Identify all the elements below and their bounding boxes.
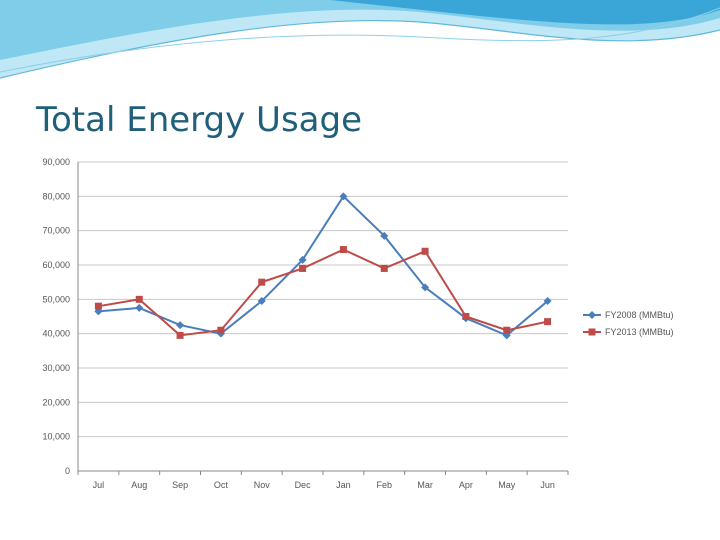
y-tick-label: 10,000 [42,432,70,442]
y-tick-label: 80,000 [42,191,70,201]
x-tick-label: Aug [131,480,147,490]
series-line [98,194,549,337]
legend-item: FY2013 (MMBtu) [583,327,674,337]
data-point [339,246,347,254]
data-point [258,278,266,286]
x-tick-label: Sep [172,480,188,490]
data-point [135,303,144,312]
data-point [543,297,552,306]
y-tick-label: 30,000 [42,363,70,373]
series-2 [94,246,552,339]
y-tick-label: 0 [65,466,70,476]
y-tick-label: 90,000 [42,157,70,167]
legend-label: FY2008 (MMBtu) [605,310,674,320]
series-line [98,248,548,337]
data-point [544,318,552,326]
data-point [503,326,511,334]
x-tick-label: Nov [254,480,271,490]
data-point [421,283,430,292]
data-point [94,302,102,310]
x-tick-label: May [498,480,516,490]
data-point [462,313,470,320]
y-tick-label: 40,000 [42,329,70,339]
x-tick-label: Oct [214,480,229,490]
x-tick-label: Feb [376,480,392,490]
data-point [339,192,348,201]
x-axis-tick-labels: Jul Aug Sep Oct Nov Dec Jan Feb Mar Apr May Jun [93,480,555,490]
legend-swatch-marker [588,328,596,336]
data-point [421,247,429,255]
data-point [135,295,143,303]
chart-series-lines [94,192,552,340]
energy-usage-line-chart: 0 10,000 20,000 30,000 40,000 50,000 60,000 70,… [42,157,674,490]
y-tick-label: 50,000 [42,294,70,304]
y-tick-label: 60,000 [42,260,70,270]
x-tick-label: Dec [295,480,312,490]
y-axis-tick-labels: 0 10,000 20,000 30,000 40,000 50,000 60,000 70,… [42,157,70,476]
header-wave-decoration [0,0,720,79]
data-point [380,231,389,240]
x-tick-label: Jul [93,480,105,490]
data-point [217,326,225,334]
x-tick-label: Jun [540,480,555,490]
y-tick-label: 70,000 [42,226,70,236]
data-point [380,264,388,272]
legend-label: FY2013 (MMBtu) [605,327,674,337]
series-1 [94,192,552,340]
data-point [257,297,266,306]
chart-legend: FY2008 (MMBtu) FY2013 (MMBtu) [583,310,674,337]
legend-swatch-marker [588,311,596,319]
slide-title: Total Energy Usage [36,100,362,140]
data-point [176,331,184,339]
x-tick-label: Jan [336,480,351,490]
data-point [299,264,307,272]
x-tick-label: Apr [459,480,473,490]
data-point [176,321,185,330]
y-tick-label: 20,000 [42,397,70,407]
x-tick-label: Mar [417,480,433,490]
legend-item: FY2008 (MMBtu) [583,310,674,320]
chart-gridlines [77,161,569,475]
data-point [298,255,307,264]
